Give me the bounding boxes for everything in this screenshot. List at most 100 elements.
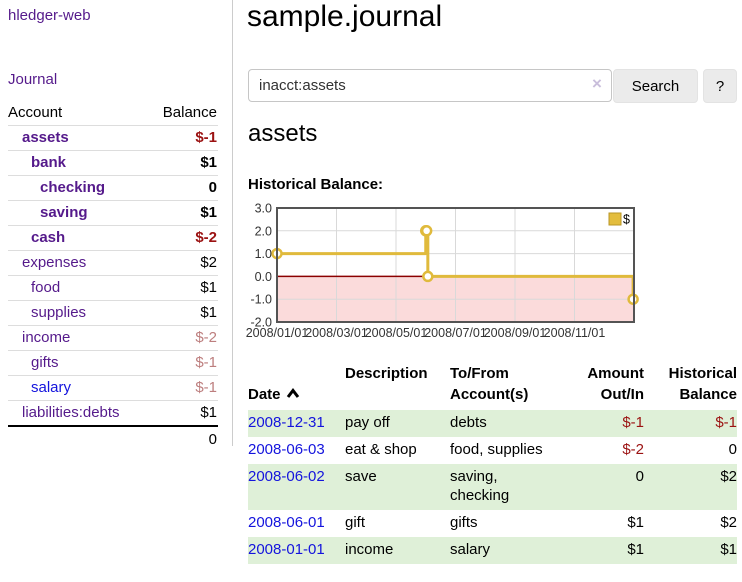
legend-label: $ [623, 213, 630, 227]
page-title: sample.journal [247, 0, 443, 33]
y-axis-tick-label: 1.0 [255, 247, 272, 261]
x-axis-tick-label: 2008/03/01 [305, 326, 368, 340]
y-axis-tick-label: 2.0 [255, 224, 272, 238]
account-balance: $1 [200, 404, 217, 421]
account-link[interactable]: salary [31, 379, 72, 396]
account-balance: $1 [200, 154, 217, 171]
transaction-row: 2008-06-01 gift gifts $1 $2 [248, 510, 737, 537]
accounts-table-body: assets $-1 bank $1 checking 0 saving $1 … [8, 125, 218, 427]
transaction-date-link[interactable]: 2008-06-01 [248, 514, 325, 531]
account-link[interactable]: supplies [31, 304, 87, 321]
transaction-row: 2008-06-02 save saving, checking 0 $2 [248, 464, 737, 510]
account-link[interactable]: checking [40, 179, 106, 196]
account-row: expenses $2 [8, 250, 218, 276]
historical-balance-chart: $3.0 2.0 1.0 0.0 -1.0 -2.02008/01/012008/03/0… [246, 202, 639, 340]
transaction-accounts: saving, checking [450, 468, 510, 504]
account-link[interactable]: saving [40, 204, 88, 221]
y-axis-tick-label: -1.0 [250, 293, 272, 307]
transaction-accounts: debts [450, 414, 487, 431]
sidebar-divider [232, 0, 233, 446]
y-axis-tick-label: 0.0 [255, 270, 272, 284]
transaction-description: pay off [345, 414, 390, 431]
account-row: cash $-2 [8, 225, 218, 251]
transaction-amount: 0 [635, 468, 644, 485]
account-row: salary $-1 [8, 375, 218, 401]
transaction-accounts: salary [450, 541, 491, 558]
sidebar-item-journal[interactable]: Journal [8, 71, 58, 88]
transaction-amount: $-2 [622, 441, 644, 458]
account-balance: $-2 [195, 329, 217, 346]
transaction-balance: $1 [720, 541, 737, 558]
chart-data-point [422, 270, 434, 283]
account-link[interactable]: food [31, 279, 61, 296]
account-heading: assets [248, 120, 318, 147]
y-axis-tick-label: -2.0 [250, 316, 272, 330]
transaction-balance: $2 [720, 514, 737, 531]
chart-data-point [420, 225, 433, 237]
search-input[interactable] [248, 69, 612, 102]
transaction-amount: $-1 [622, 414, 644, 431]
account-row: checking 0 [8, 175, 218, 201]
account-link[interactable]: cash [31, 229, 66, 246]
tx-header-description: Description [345, 365, 428, 382]
x-axis-tick-label: 2008/05/01 [365, 326, 428, 340]
transaction-date-link[interactable]: 2008-06-02 [248, 468, 325, 485]
transaction-description: gift [345, 514, 366, 531]
transaction-balance: $-1 [715, 414, 737, 431]
tx-header-date[interactable]: Date [248, 361, 345, 410]
account-row: saving $1 [8, 200, 218, 226]
transaction-balance: 0 [728, 441, 737, 458]
account-link[interactable]: income [22, 329, 71, 346]
account-link[interactable]: bank [31, 154, 67, 171]
transaction-date-link[interactable]: 2008-12-31 [248, 414, 325, 431]
transactions-table: Date Description To/From Account(s) Amou… [248, 361, 737, 564]
account-balance: $-2 [195, 229, 217, 246]
x-axis-tick-label: 2008/09/01 [484, 326, 547, 340]
account-row: gifts $-1 [8, 350, 218, 376]
transactions-header-row: Date Description To/From Account(s) Amou… [248, 361, 737, 410]
transaction-date-link[interactable]: 2008-06-03 [248, 441, 325, 458]
account-balance: $-1 [195, 129, 217, 146]
account-balance: 0 [208, 179, 217, 196]
account-row: bank $1 [8, 150, 218, 176]
transaction-description: eat & shop [345, 441, 417, 458]
account-balance: $-1 [195, 354, 217, 371]
legend-swatch [608, 212, 622, 226]
transaction-date-link[interactable]: 2008-01-01 [248, 541, 325, 558]
sort-ascending-icon [286, 388, 299, 398]
account-row: food $1 [8, 275, 218, 301]
x-axis-tick-label: 2008/07/01 [424, 326, 487, 340]
transaction-balance: $2 [720, 468, 737, 485]
transaction-description: income [345, 541, 394, 558]
help-button[interactable]: ? [703, 69, 737, 103]
tx-header-balance: Historical Balance [668, 365, 737, 403]
accounts-total-value: 0 [148, 425, 218, 452]
account-balance: $1 [200, 304, 217, 321]
account-link[interactable]: expenses [22, 254, 87, 271]
transaction-row: 2008-06-03 eat & shop food, supplies $-2… [248, 437, 737, 464]
account-link[interactable]: assets [22, 129, 69, 146]
account-row: liabilities:debts $1 [8, 400, 218, 427]
accounts-total-spacer [8, 425, 149, 452]
app-brand-link[interactable]: hledger-web [8, 7, 91, 24]
transaction-amount: $1 [627, 541, 644, 558]
transactions-table-body: 2008-12-31 pay off debts $-1 $-1 2008-06… [248, 410, 737, 564]
tx-header-accounts: To/From Account(s) [450, 365, 529, 403]
accounts-table: Account Balance assets $-1 bank $1 check… [8, 100, 218, 452]
x-axis-tick-label: 2008/11/01 [544, 326, 606, 340]
account-balance: $-1 [195, 379, 217, 396]
accounts-total-row: 0 [8, 425, 218, 452]
account-row: income $-2 [8, 325, 218, 351]
search-clear-icon[interactable]: × [592, 74, 602, 93]
account-link[interactable]: gifts [31, 354, 59, 371]
account-row: assets $-1 [8, 125, 218, 151]
accounts-table-header-row: Account Balance [8, 100, 218, 126]
search-button[interactable]: Search [613, 69, 698, 103]
chart-label: Historical Balance: [248, 176, 384, 193]
transaction-row: 2008-12-31 pay off debts $-1 $-1 [248, 410, 737, 437]
account-link[interactable]: liabilities:debts [22, 404, 120, 421]
chart-border [276, 207, 635, 323]
transaction-row: 2008-01-01 income salary $1 $1 [248, 537, 737, 564]
tx-header-amount: Amount Out/In [587, 365, 644, 403]
accounts-header-account: Account [8, 100, 149, 126]
